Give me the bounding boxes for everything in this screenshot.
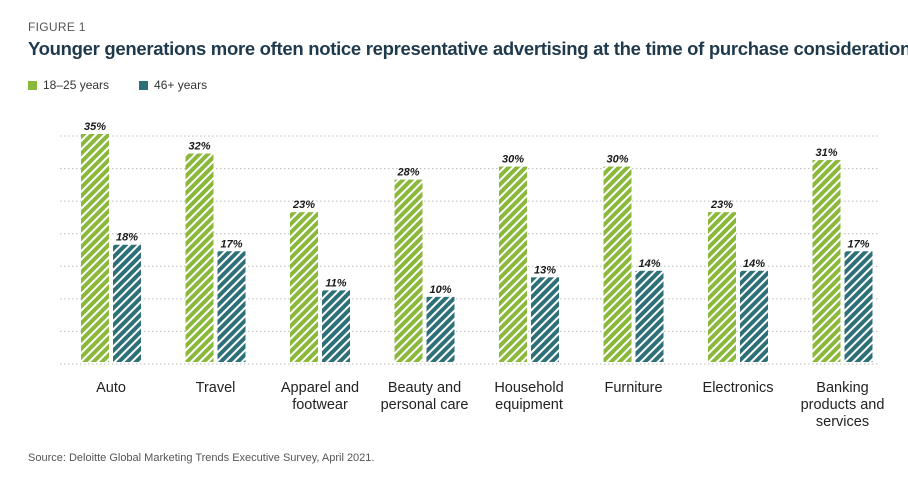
bar-old <box>113 244 141 362</box>
bar-young <box>812 160 841 362</box>
figure-label: FIGURE 1 <box>28 20 86 34</box>
source-note: Source: Deloitte Global Marketing Trends… <box>28 452 375 464</box>
category-label: Furniture <box>604 380 662 396</box>
bar-old <box>531 277 559 362</box>
data-label: 14% <box>638 258 660 270</box>
data-label: 30% <box>606 154 628 166</box>
bar-young <box>81 134 109 362</box>
data-label: 10% <box>429 284 451 296</box>
data-label: 32% <box>188 141 210 153</box>
category-label: personal care <box>381 397 469 413</box>
legend: 18–25 years 46+ years <box>28 78 237 92</box>
bar-old <box>740 270 768 362</box>
data-label: 30% <box>502 154 524 166</box>
legend-label-old: 46+ years <box>154 78 208 92</box>
legend-swatch-young <box>28 80 37 90</box>
legend-swatch-old <box>139 80 149 90</box>
data-label: 35% <box>84 121 106 133</box>
data-label: 18% <box>116 232 138 244</box>
category-label: Apparel and <box>281 380 359 396</box>
bar-young <box>185 153 214 362</box>
data-label: 17% <box>220 238 242 250</box>
category-label: Beauty and <box>388 380 461 396</box>
category-label: footwear <box>292 397 348 413</box>
bar-old <box>217 251 246 362</box>
bar-old <box>426 296 455 362</box>
category-label: Travel <box>196 380 236 396</box>
category-label: services <box>816 414 869 430</box>
legend-item-old: 46+ years <box>139 78 207 92</box>
legend-item-young: 18–25 years <box>28 78 109 92</box>
category-label: Electronics <box>703 380 774 396</box>
bar-young <box>290 212 318 362</box>
category-label: Auto <box>96 380 126 396</box>
data-label: 23% <box>710 199 733 211</box>
data-label: 13% <box>534 264 556 276</box>
bar-old <box>635 270 664 362</box>
bar-young <box>603 166 632 362</box>
data-label: 28% <box>396 167 419 179</box>
data-label: 14% <box>743 258 765 270</box>
category-label: products and <box>801 397 885 413</box>
chart-title: Younger generations more often notice re… <box>28 38 908 59</box>
data-label: 17% <box>847 238 869 250</box>
data-label: 23% <box>292 199 315 211</box>
category-label: Household <box>494 380 563 396</box>
category-label: equipment <box>495 397 563 413</box>
bar-young <box>708 212 736 362</box>
data-label: 11% <box>325 277 346 289</box>
category-label: Banking <box>816 380 868 396</box>
bar-old <box>844 251 873 362</box>
bar-young <box>394 179 423 362</box>
data-label: 31% <box>815 147 837 159</box>
bar-young <box>499 166 527 362</box>
legend-label-young: 18–25 years <box>43 78 110 92</box>
bar-old <box>322 290 350 362</box>
